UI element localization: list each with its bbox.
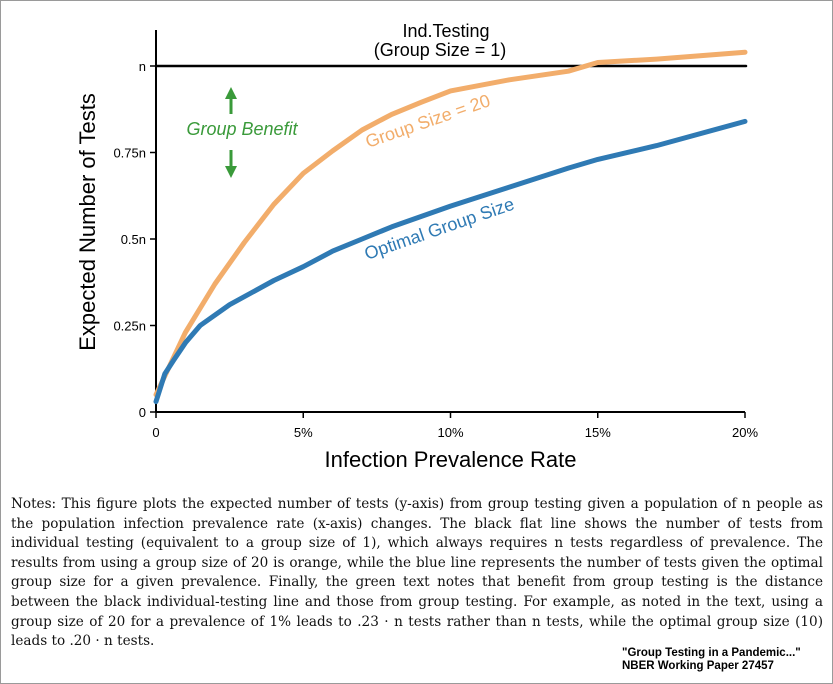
- source-title: "Group Testing in a Pandemic...": [622, 647, 801, 659]
- y-tick-label: 0.25n: [113, 319, 146, 334]
- line-chart: 0 5% 10% 15% 20% 0 0.25n 0.5n 0.75n n Infection Pr…: [75, 21, 758, 472]
- x-tick-label: 15%: [585, 425, 611, 440]
- y-tick-label: 0: [139, 405, 146, 420]
- source-paper: NBER Working Paper 27457: [622, 660, 774, 672]
- x-axis-title: Infection Prevalence Rate: [325, 447, 577, 472]
- y-tick-label: 0.5n: [121, 232, 146, 247]
- figure-notes: Notes: This figure plots the expected nu…: [11, 496, 823, 650]
- series-line-group-size-20: [153, 49, 748, 398]
- x-tick-label: 5%: [294, 425, 313, 440]
- ind-testing-group-size-label: (Group Size = 1): [374, 40, 507, 60]
- series-line-optimal-group-size: [153, 118, 748, 405]
- x-tick-label: 10%: [437, 425, 463, 440]
- axes: 0 5% 10% 15% 20% 0 0.25n 0.5n 0.75n n Infection Pr…: [75, 30, 758, 472]
- y-tick-label: 0.75n: [113, 146, 146, 161]
- source-citation: "Group Testing in a Pandemic..." NBER Wo…: [622, 647, 801, 673]
- y-axis-title: Expected Number of Tests: [75, 93, 100, 351]
- y-tick-label: n: [139, 59, 146, 74]
- series-layer: [153, 49, 748, 405]
- x-tick-label: 0: [152, 425, 159, 440]
- group-benefit-label: Group Benefit: [186, 119, 298, 139]
- ind-testing-label: Ind.Testing: [402, 21, 489, 41]
- labels-layer: Ind.Testing(Group Size = 1)Group Size = …: [186, 21, 516, 264]
- x-tick-label: 20%: [732, 425, 758, 440]
